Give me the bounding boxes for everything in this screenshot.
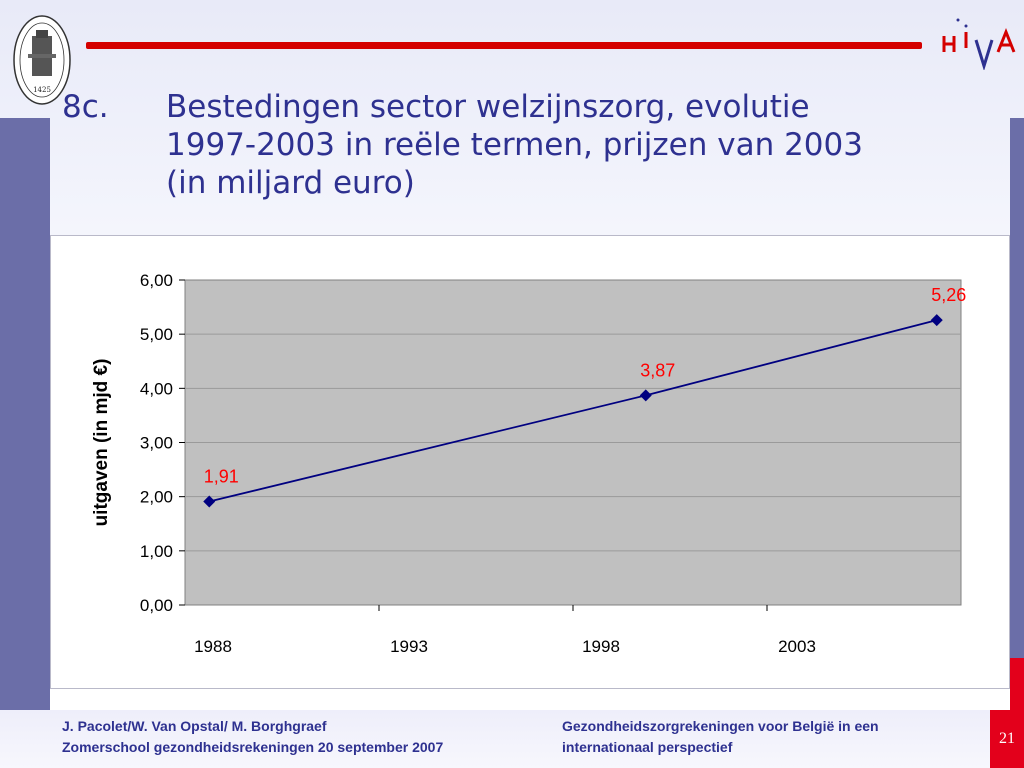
left-sidebar-band [0,118,50,710]
footer: J. Pacolet/W. Van Opstal/ M. Borghgraef … [0,710,1010,768]
footer-right: Gezondheidszorgrekeningen voor België in… [562,716,879,758]
y-tick-label: 6,00 [140,271,173,290]
title-line: Bestedingen sector welzijnszorg, evoluti… [166,89,810,125]
data-point-marker [639,389,652,402]
x-tick-label: 1988 [194,637,232,656]
header-rule [86,42,922,49]
title-line: (in miljard euro) [166,165,415,201]
right-sidebar-band [1010,118,1024,658]
slide-number-label: 8c. [62,89,109,125]
y-axis-label: uitgaven (in mjd €) [91,359,112,527]
x-tick-label: 2003 [778,637,816,656]
right-accent-band [1010,658,1024,710]
slide-title-text: Bestedingen sector welzijnszorg, evoluti… [166,88,986,202]
data-label: 1,91 [204,467,239,487]
footer-event: Zomerschool gezondheidsrekeningen 20 sep… [62,739,444,755]
x-tick-label: 1998 [582,637,620,656]
page-number: 21 [990,710,1024,768]
data-point-marker [930,314,943,327]
chart-area: 0,00 1,00 2,00 3,00 4,00 5,00 6,00 1988 1993 1998… [50,235,1010,689]
footer-authors: J. Pacolet/W. Van Opstal/ M. Borghgraef [62,718,327,734]
footer-topic-line2: internationaal perspectief [562,739,733,755]
x-tick-label: 1993 [390,637,428,656]
data-label: 5,26 [931,285,966,305]
data-label: 3,87 [640,360,675,380]
y-tick-label: 4,00 [140,379,173,398]
y-tick-label: 0,00 [140,596,173,615]
y-tick-label: 2,00 [140,488,173,507]
y-tick-label: 5,00 [140,325,173,344]
hiva-logo [942,18,1016,70]
y-tick-label: 3,00 [140,434,173,453]
data-point-marker [203,495,216,508]
title-line: 1997-2003 in reële termen, prijzen van 2… [166,127,863,163]
line-chart: 0,00 1,00 2,00 3,00 4,00 5,00 6,00 1988 1993 1998… [91,271,966,656]
y-tick-label: 1,00 [140,542,173,561]
footer-topic-line1: Gezondheidszorgrekeningen voor België in… [562,718,879,734]
seal-year: 1425 [33,86,51,94]
footer-left: J. Pacolet/W. Van Opstal/ M. Borghgraef … [62,716,443,758]
university-seal-logo: 1425 [13,15,71,105]
